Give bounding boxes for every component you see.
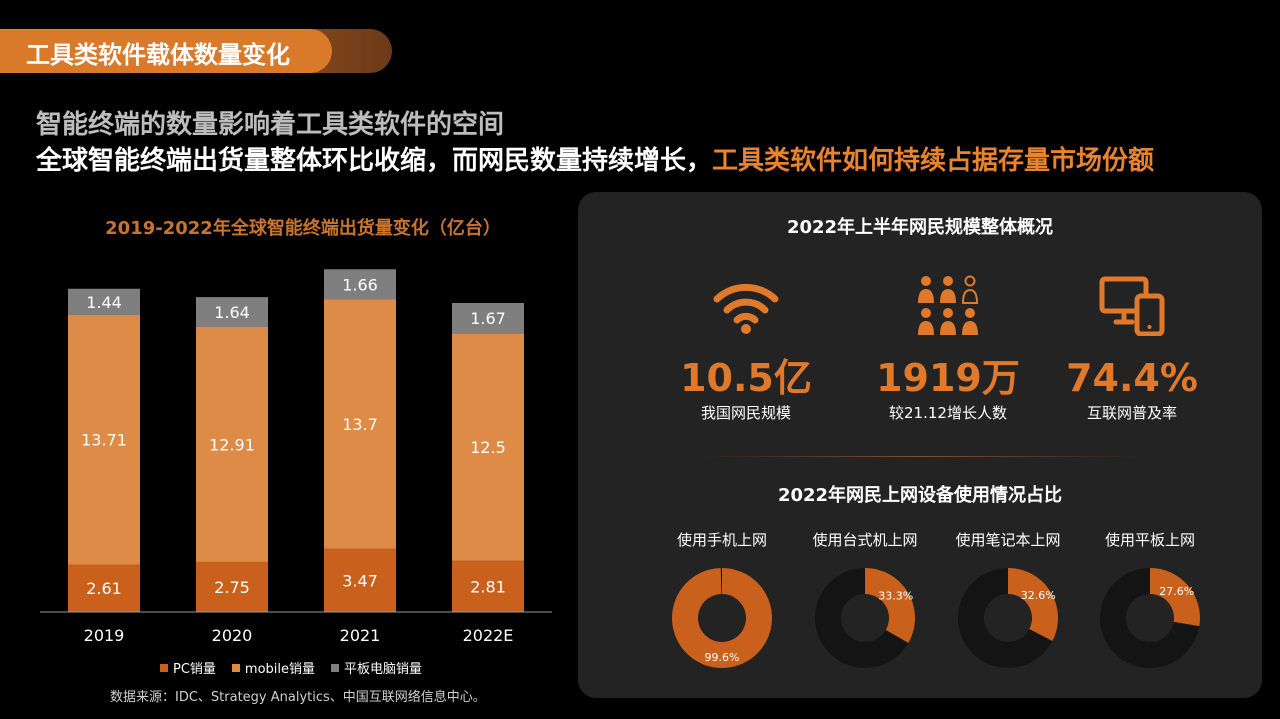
chart-legend: PC销量 mobile销量 平板电脑销量 — [160, 658, 422, 677]
donut-label: 使用平板上网 — [1104, 531, 1195, 549]
stat-growth: 1919万 较21.12增长人数 — [838, 274, 1058, 423]
bar-segment-pc-2019 — [68, 564, 140, 612]
device-donut-laptop: 使用笔记本上网 32.6% — [933, 529, 1083, 670]
donut-chart: 99.6% — [672, 568, 772, 668]
bar-value-label: 1.67 — [470, 309, 506, 328]
legend-swatch-mobile — [231, 663, 240, 672]
legend-item-pc: PC销量 — [160, 658, 216, 677]
donut-chart: 33.3% — [815, 568, 915, 668]
data-source-note: 数据来源：IDC、Strategy Analytics、中国互联网络信息中心。 — [110, 690, 486, 705]
bar-segment-tablet-2020 — [196, 297, 268, 327]
bar-value-label: 1.66 — [342, 275, 378, 294]
headline: 全球智能终端出货量整体环比收缩，而网民数量持续增长，工具类软件如何持续占据存量市… — [36, 140, 1154, 177]
stat-value: 10.5亿 — [680, 356, 812, 400]
donut-chart: 27.6% — [1100, 568, 1200, 668]
bar-segment-tablet-2021 — [324, 269, 396, 300]
people-group-icon — [838, 274, 1058, 338]
legend-swatch-pc — [160, 663, 168, 672]
chart-title: 2019-2022年全球智能终端出货量变化（亿台） — [105, 218, 501, 239]
donut-slice — [865, 568, 915, 643]
headline-main: 全球智能终端出货量整体环比收缩，而网民数量持续增长， — [36, 146, 713, 176]
bar-value-label: 2.75 — [214, 578, 250, 597]
stacked-bar-chart: 2.61 13.71 1.44 2019 2.75 12.91 1.64 2020 3.47 13… — [40, 269, 552, 645]
bar-segment-pc-2021 — [324, 548, 396, 612]
legend-label-mobile: mobile销量 — [244, 662, 316, 677]
device-donut-desktop: 使用台式机上网 33.3% — [790, 529, 940, 670]
headline-accent: 工具类软件如何持续占据存量市场份额 — [712, 146, 1155, 176]
bar-segment-tablet-2022E — [452, 302, 524, 334]
devices-icon — [1022, 274, 1242, 338]
legend-label-tablet: 平板电脑销量 — [344, 662, 423, 677]
bar-value-label: 3.47 — [342, 571, 378, 590]
donut-label: 使用手机上网 — [676, 531, 767, 549]
donut-label: 使用笔记本上网 — [955, 531, 1061, 549]
bar-value-label: 12.5 — [470, 438, 506, 457]
x-tick-label: 2019 — [84, 626, 125, 645]
donut-slice — [672, 568, 772, 668]
x-tick-label: 2022E — [463, 626, 514, 645]
bar-value-label: 2.61 — [86, 579, 122, 598]
title-banner-highlight — [0, 29, 332, 73]
bar-segment-mobile-2022E — [452, 333, 524, 561]
panel-divider — [700, 456, 1140, 457]
donut-percent-label: 99.6% — [705, 651, 740, 664]
bar-segment-pc-2022E — [452, 560, 524, 612]
page-subtitle: 智能终端的数量影响着工具类软件的空间 — [36, 110, 505, 140]
bar-segment-mobile-2019 — [68, 314, 140, 565]
legend-swatch-tablet — [331, 663, 340, 672]
bar-segment-pc-2020 — [196, 561, 268, 612]
bar-value-label: 1.64 — [214, 303, 250, 322]
bar-value-label: 2.81 — [470, 577, 506, 596]
stat-value: 74.4% — [1066, 356, 1198, 400]
stat-penetration: 74.4% 互联网普及率 — [1022, 274, 1242, 423]
donut-slice — [1008, 568, 1058, 641]
legend-item-mobile: mobile销量 — [231, 658, 316, 677]
donut-slice — [1150, 568, 1200, 627]
panel-title: 2022年上半年网民规模整体概况 — [786, 217, 1054, 238]
stat-label: 我国网民规模 — [700, 404, 791, 422]
stat-value: 1919万 — [876, 356, 1020, 400]
donut-percent-label: 32.6% — [1021, 589, 1056, 602]
bar-value-label: 13.71 — [81, 431, 127, 450]
bar-value-label: 1.44 — [86, 293, 122, 312]
stat-label: 较21.12增长人数 — [889, 404, 1007, 422]
donut-chart: 32.6% — [958, 568, 1058, 668]
donut-percent-label: 27.6% — [1159, 585, 1194, 598]
x-tick-label: 2020 — [212, 626, 253, 645]
donut-label: 使用台式机上网 — [812, 531, 918, 549]
devices-title: 2022年网民上网设备使用情况占比 — [777, 485, 1063, 506]
bar-value-label: 13.7 — [342, 415, 378, 434]
device-donut-mobile: 使用手机上网 99.6% — [647, 529, 797, 670]
donut-percent-label: 33.3% — [878, 590, 913, 603]
legend-label-pc: PC销量 — [173, 662, 216, 677]
bar-segment-mobile-2020 — [196, 326, 268, 562]
bar-value-label: 12.91 — [209, 435, 255, 454]
page-title: 工具类软件载体数量变化 — [26, 41, 290, 69]
stat-label: 互联网普及率 — [1086, 404, 1177, 422]
x-tick-label: 2021 — [340, 626, 381, 645]
stat-netizen-scale: 10.5亿 我国网民规模 — [636, 274, 856, 423]
bar-segment-mobile-2021 — [324, 299, 396, 549]
device-donut-tablet: 使用平板上网 27.6% — [1075, 529, 1225, 670]
wifi-icon — [636, 274, 856, 338]
bar-segment-tablet-2019 — [68, 288, 140, 315]
legend-item-tablet: 平板电脑销量 — [331, 658, 422, 677]
